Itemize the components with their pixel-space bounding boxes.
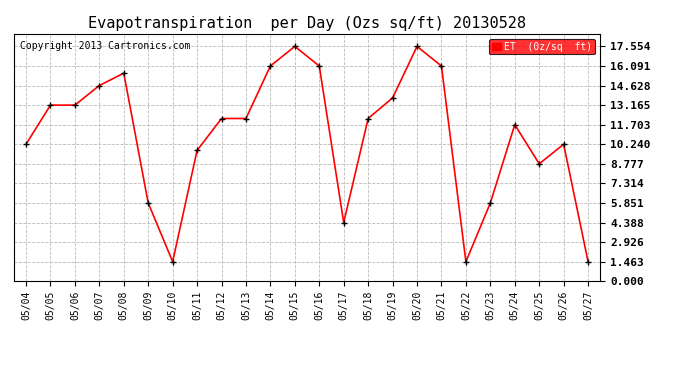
Legend: ET  (0z/sq  ft): ET (0z/sq ft) [489, 39, 595, 54]
Title: Evapotranspiration  per Day (Ozs sq/ft) 20130528: Evapotranspiration per Day (Ozs sq/ft) 2… [88, 16, 526, 31]
Text: Copyright 2013 Cartronics.com: Copyright 2013 Cartronics.com [19, 41, 190, 51]
